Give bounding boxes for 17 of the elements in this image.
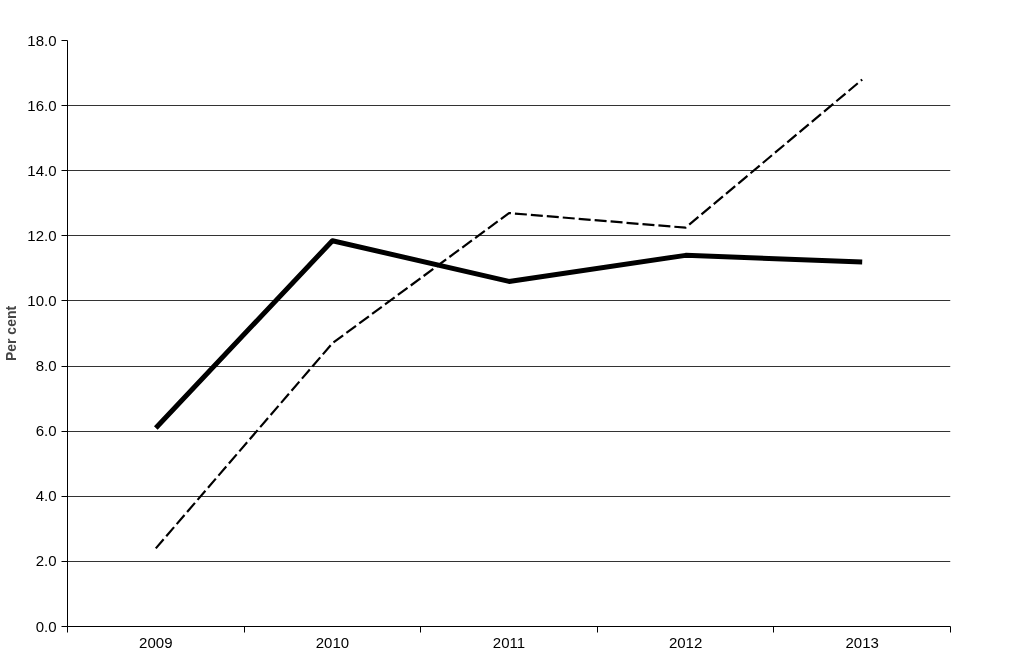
x-tick-label: 2013 <box>845 633 879 651</box>
y-tick-label: 8.0 <box>35 357 57 375</box>
x-tick-label: 2012 <box>668 633 703 651</box>
y-tick-label: 0.0 <box>35 617 57 635</box>
x-tick-label: 2011 <box>492 633 526 651</box>
y-tick-label: 16.0 <box>27 96 57 114</box>
y-tick-label: 6.0 <box>35 422 57 440</box>
y-tick-label: 4.0 <box>35 487 57 505</box>
y-tick-label: 14.0 <box>27 161 57 179</box>
x-tick-label: 2010 <box>315 633 350 651</box>
x-tick-label: 2009 <box>139 633 173 651</box>
y-tick-label: 12.0 <box>27 226 57 244</box>
y-tick-label: 18.0 <box>27 31 57 49</box>
y-tick-label: 2.0 <box>35 552 57 570</box>
y-tick-label: 10.0 <box>27 291 57 309</box>
y-axis-title: Per cent <box>3 305 20 362</box>
line-series <box>154 78 864 550</box>
